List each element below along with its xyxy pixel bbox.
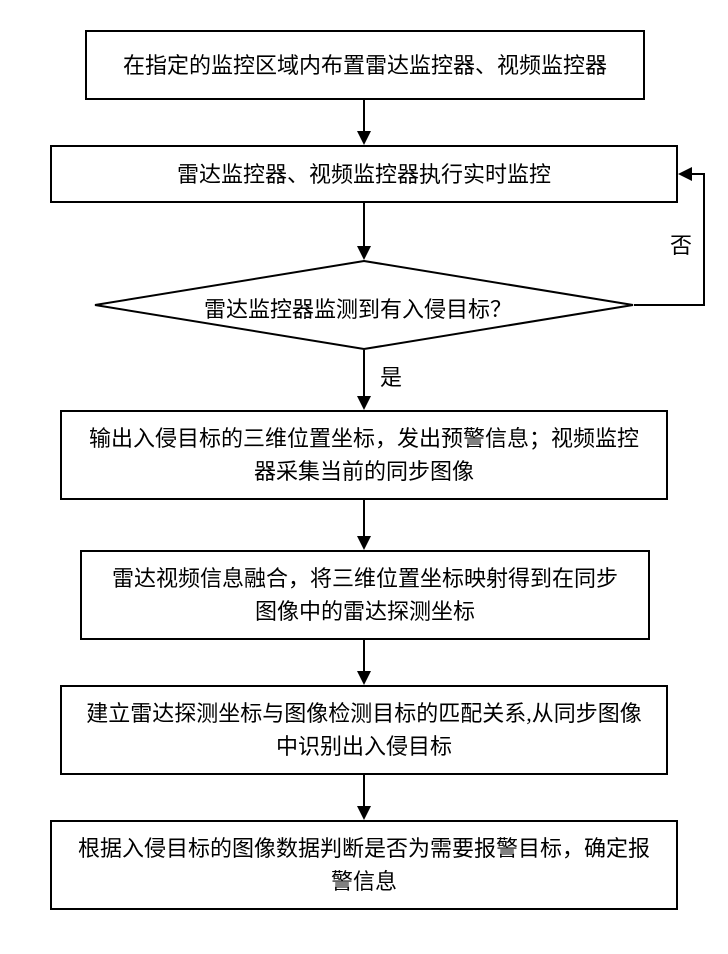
process-text-6: 根据入侵目标的图像数据判断是否为需要报警目标，确定报警信息 bbox=[72, 832, 656, 898]
arrowhead-5-6 bbox=[357, 806, 371, 820]
process-text-1: 在指定的监控区域内布置雷达监控器、视频监控器 bbox=[123, 49, 607, 82]
process-box-4: 雷达视频信息融合，将三维位置坐标映射得到在同步图像中的雷达探测坐标 bbox=[80, 550, 650, 640]
arrowhead-4-5 bbox=[357, 671, 371, 685]
arrow-yes bbox=[363, 350, 365, 396]
arrow-no-h1 bbox=[634, 304, 705, 306]
arrow-2-3 bbox=[363, 203, 365, 246]
process-text-2: 雷达监控器、视频监控器执行实时监控 bbox=[177, 158, 551, 191]
arrow-4-5 bbox=[363, 640, 365, 671]
process-text-4: 雷达视频信息融合，将三维位置坐标映射得到在同步图像中的雷达探测坐标 bbox=[102, 562, 628, 628]
process-box-1: 在指定的监控区域内布置雷达监控器、视频监控器 bbox=[85, 30, 645, 100]
arrow-5-6 bbox=[363, 775, 365, 806]
arrowhead-3-4 bbox=[357, 536, 371, 550]
arrowhead-2-3 bbox=[357, 246, 371, 260]
process-box-5: 建立雷达探测坐标与图像检测目标的匹配关系,从同步图像中识别出入侵目标 bbox=[60, 685, 668, 775]
arrowhead-1-2 bbox=[357, 131, 371, 145]
arrow-no-v bbox=[703, 174, 705, 306]
no-label: 否 bbox=[670, 228, 692, 260]
arrowhead-no bbox=[678, 167, 692, 181]
process-text-3: 输出入侵目标的三维位置坐标，发出预警信息；视频监控器采集当前的同步图像 bbox=[82, 422, 646, 488]
process-box-2: 雷达监控器、视频监控器执行实时监控 bbox=[50, 145, 678, 203]
process-text-5: 建立雷达探测坐标与图像检测目标的匹配关系,从同步图像中识别出入侵目标 bbox=[82, 697, 646, 763]
process-box-3: 输出入侵目标的三维位置坐标，发出预警信息；视频监控器采集当前的同步图像 bbox=[60, 410, 668, 500]
arrowhead-yes bbox=[357, 396, 371, 410]
decision-text: 雷达监控器监测到有入侵目标？ bbox=[204, 292, 512, 324]
arrow-1-2 bbox=[363, 100, 365, 131]
process-box-6: 根据入侵目标的图像数据判断是否为需要报警目标，确定报警信息 bbox=[50, 820, 678, 910]
arrow-no-h2 bbox=[692, 173, 705, 175]
yes-label: 是 bbox=[380, 360, 402, 392]
arrow-3-4 bbox=[363, 500, 365, 536]
